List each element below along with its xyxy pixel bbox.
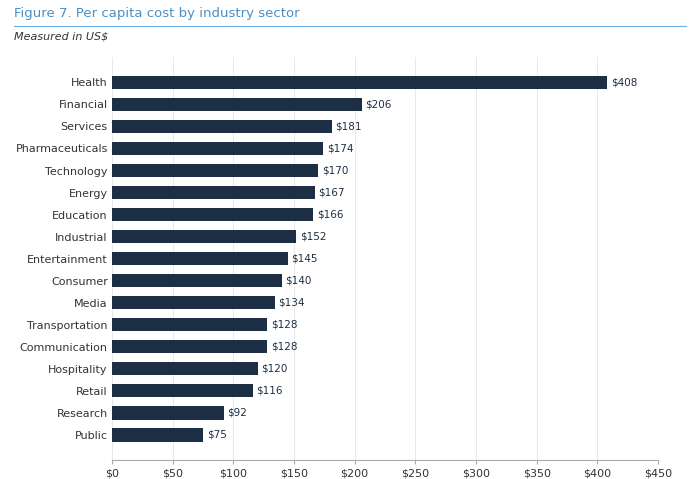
Text: $75: $75 bbox=[206, 430, 227, 440]
Text: $181: $181 bbox=[335, 122, 362, 131]
Text: $128: $128 bbox=[271, 320, 298, 330]
Bar bbox=[112, 120, 332, 133]
Text: $134: $134 bbox=[278, 298, 304, 308]
Text: $145: $145 bbox=[292, 254, 318, 263]
Text: Figure 7. Per capita cost by industry sector: Figure 7. Per capita cost by industry se… bbox=[14, 7, 300, 20]
Bar bbox=[112, 164, 318, 177]
Bar bbox=[112, 186, 314, 199]
Text: $170: $170 bbox=[322, 166, 349, 175]
Bar bbox=[112, 230, 296, 243]
Bar bbox=[112, 362, 258, 376]
Bar bbox=[112, 274, 282, 287]
Text: $128: $128 bbox=[271, 342, 298, 352]
Bar bbox=[112, 318, 267, 331]
Text: $174: $174 bbox=[327, 144, 354, 153]
Bar bbox=[112, 340, 267, 354]
Text: $140: $140 bbox=[286, 276, 312, 285]
Bar bbox=[112, 98, 362, 111]
Text: $206: $206 bbox=[365, 100, 392, 109]
Text: $120: $120 bbox=[261, 364, 288, 374]
Text: $92: $92 bbox=[228, 408, 247, 418]
Text: Measured in US$: Measured in US$ bbox=[14, 31, 108, 41]
Bar bbox=[112, 384, 253, 398]
Text: $167: $167 bbox=[318, 188, 345, 197]
Bar bbox=[112, 406, 223, 420]
Text: $116: $116 bbox=[256, 386, 283, 396]
Bar bbox=[112, 208, 314, 221]
Text: $408: $408 bbox=[610, 78, 637, 87]
Bar bbox=[112, 428, 203, 442]
Text: $166: $166 bbox=[317, 210, 344, 219]
Bar bbox=[112, 142, 323, 155]
Bar bbox=[112, 76, 607, 89]
Bar bbox=[112, 296, 274, 309]
Text: $152: $152 bbox=[300, 232, 327, 241]
Bar bbox=[112, 252, 288, 265]
